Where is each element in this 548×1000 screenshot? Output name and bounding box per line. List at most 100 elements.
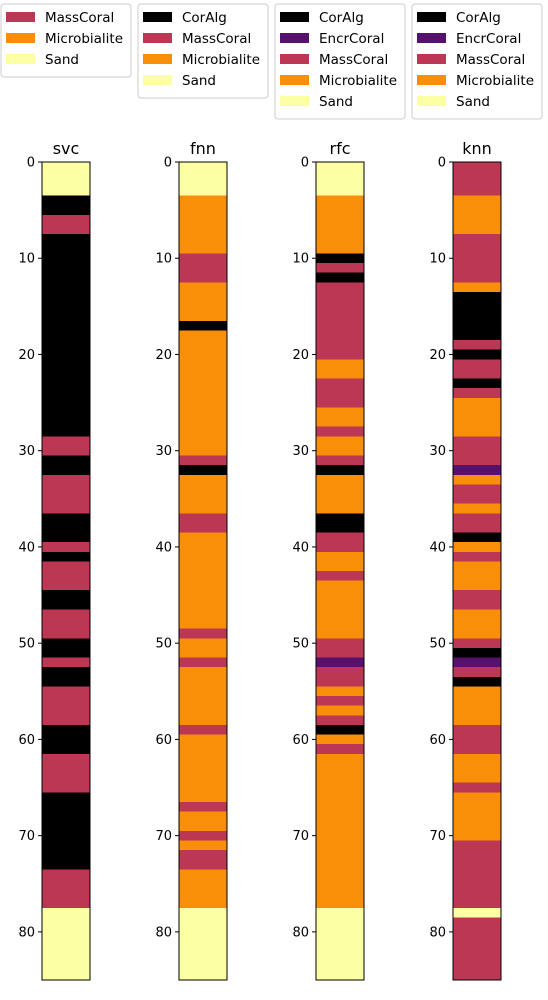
segment-sand: [316, 907, 364, 980]
segment-masscoral: [179, 801, 227, 812]
segment-masscoral: [42, 657, 90, 668]
segment-microbialite: [453, 397, 501, 437]
segment-masscoral: [453, 590, 501, 610]
segment-coralg: [316, 465, 364, 475]
legend-frame: [411, 3, 543, 120]
legend-swatch-masscoral: [417, 54, 446, 64]
legend-label-sand: Sand: [182, 73, 216, 89]
legend-swatch-microbialite: [143, 54, 172, 64]
segment-coralg: [42, 638, 90, 658]
segment-microbialite: [316, 195, 364, 254]
legend-swatch-sand: [6, 54, 35, 64]
segment-coralg: [42, 667, 90, 687]
segment-masscoral: [42, 609, 90, 639]
segment-masscoral: [316, 696, 364, 706]
segment-masscoral: [179, 830, 227, 841]
legend-swatch-coralg: [143, 12, 172, 22]
segment-microbialite: [453, 792, 501, 841]
segment-coralg: [316, 724, 364, 735]
segment-masscoral: [179, 724, 227, 735]
segment-masscoral: [316, 282, 364, 360]
segment-encrcoral: [453, 657, 501, 668]
legend-knn: CorAlg EncrCoral MassCoral Microbialite Sand: [411, 3, 543, 120]
segment-microbialite: [453, 503, 501, 514]
legend-swatch-encrcoral: [417, 33, 446, 43]
legend-label-masscoral: MassCoral: [319, 52, 388, 68]
segment-masscoral: [453, 436, 501, 466]
y-tick-label: 0: [27, 156, 35, 171]
legend-svc: MassCoral Microbialite Sand: [0, 3, 132, 78]
y-tick-label: 70: [155, 829, 172, 844]
segment-masscoral: [453, 667, 501, 677]
legend-swatch-microbialite: [6, 33, 35, 43]
segment-microbialite: [179, 638, 227, 658]
panel-knn: knn 0 10 20 30 40 50 60 70 80: [429, 139, 502, 981]
segment-masscoral: [42, 753, 90, 793]
legend-label-masscoral: MassCoral: [182, 31, 251, 47]
legend-swatch-coralg: [280, 12, 309, 22]
y-tick-label: 80: [429, 925, 446, 940]
segment-coralg: [42, 513, 90, 543]
segment-microbialite: [179, 532, 227, 629]
segment-masscoral: [179, 513, 227, 533]
segment-coralg: [179, 320, 227, 331]
segment-microbialite: [316, 474, 364, 514]
segment-masscoral: [453, 359, 501, 379]
segment-microbialite: [453, 195, 501, 235]
y-tick-label: 30: [155, 444, 172, 459]
panel-rfc: rfc 0 10 20 30 40 50 60 70 80: [292, 139, 365, 981]
segment-masscoral: [42, 214, 90, 235]
segment-masscoral: [453, 484, 501, 504]
segment-coralg: [316, 253, 364, 264]
panel-title: rfc: [329, 139, 350, 158]
y-tick-label: 30: [18, 444, 35, 459]
segment-microbialite: [179, 195, 227, 254]
segment-masscoral: [316, 715, 364, 725]
y-tick-label: 70: [18, 829, 35, 844]
y-tick-label: 10: [155, 252, 172, 267]
panel-fnn: fnn 0 10 20 30 40 50 60 70 80: [155, 139, 228, 981]
y-tick-label: 50: [429, 637, 446, 652]
segment-microbialite: [453, 753, 501, 783]
panels-layer: svc 0 10 20 30 40 50 60 70 80 fnn 0 10 20 30 40 50 60 70 80…: [18, 139, 502, 981]
segment-masscoral: [42, 869, 90, 908]
segment-microbialite: [453, 561, 501, 591]
segment-masscoral: [42, 436, 90, 456]
segment-coralg: [42, 455, 90, 475]
segment-masscoral: [316, 455, 364, 466]
segment-masscoral: [179, 455, 227, 466]
segment-microbialite: [179, 667, 227, 725]
segment-microbialite: [316, 359, 364, 379]
segment-microbialite: [453, 282, 501, 292]
y-tick-label: 50: [155, 637, 172, 652]
segment-coralg: [42, 792, 90, 870]
y-tick-label: 10: [429, 252, 446, 267]
legend-label-microbialite: Microbialite: [182, 52, 260, 68]
segment-microbialite: [316, 436, 364, 456]
segment-microbialite: [179, 840, 227, 851]
legend-label-coralg: CorAlg: [182, 10, 227, 26]
segment-masscoral: [316, 571, 364, 581]
legend-swatch-sand: [417, 96, 446, 106]
segment-coralg: [316, 272, 364, 283]
segment-microbialite: [179, 811, 227, 831]
segment-masscoral: [453, 782, 501, 793]
panel-svc: svc 0 10 20 30 40 50 60 70 80: [18, 139, 91, 981]
legend-swatch-coralg: [417, 12, 446, 22]
segment-masscoral: [42, 561, 90, 591]
segment-sand: [179, 162, 227, 196]
legend-label-sand: Sand: [319, 94, 353, 110]
segment-coralg: [42, 195, 90, 215]
segment-masscoral: [316, 263, 364, 273]
y-tick-label: 20: [429, 348, 446, 363]
legend-label-masscoral: MassCoral: [45, 10, 114, 26]
y-tick-label: 20: [155, 348, 172, 363]
segment-masscoral: [316, 638, 364, 658]
y-tick-label: 80: [292, 925, 309, 940]
legend-frame: [137, 3, 269, 99]
legend-swatch-sand: [280, 96, 309, 106]
legend-label-microbialite: Microbialite: [319, 73, 397, 89]
segment-microbialite: [453, 609, 501, 639]
legend-fnn: CorAlg MassCoral Microbialite Sand: [137, 3, 269, 99]
y-tick-label: 40: [429, 540, 446, 555]
